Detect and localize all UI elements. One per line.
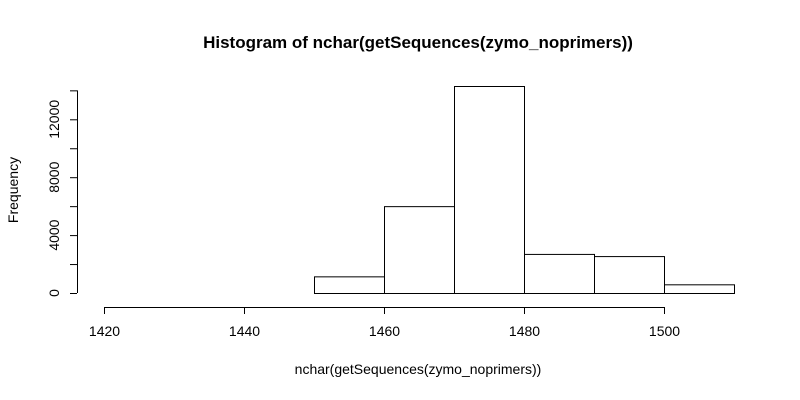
histogram-bar — [384, 206, 455, 294]
x-tick-label: 1480 — [509, 323, 540, 339]
x-tick-label: 1440 — [229, 323, 260, 339]
histogram-bar — [314, 276, 385, 295]
y-tick-label: 8000 — [46, 161, 62, 192]
histogram-bar — [524, 253, 595, 294]
y-axis-label: Frequency — [5, 157, 21, 223]
y-axis: 0 4000 8000 12000 — [46, 90, 78, 297]
histogram-bar — [594, 256, 665, 294]
x-tick-label: 1420 — [89, 323, 120, 339]
chart-title: Histogram of nchar(getSequences(zymo_nop… — [203, 33, 633, 52]
y-tick-label: 0 — [46, 289, 62, 297]
histogram-bar — [454, 86, 525, 294]
y-tick-label: 12000 — [46, 100, 62, 139]
x-tick-label: 1500 — [649, 323, 680, 339]
histogram-bar — [664, 284, 735, 295]
y-tick-label: 4000 — [46, 219, 62, 250]
bars-group — [314, 86, 735, 295]
x-axis-label: nchar(getSequences(zymo_noprimers)) — [295, 361, 542, 377]
x-axis: 1420 1440 1460 1480 1500 — [89, 307, 680, 339]
x-tick-label: 1460 — [369, 323, 400, 339]
